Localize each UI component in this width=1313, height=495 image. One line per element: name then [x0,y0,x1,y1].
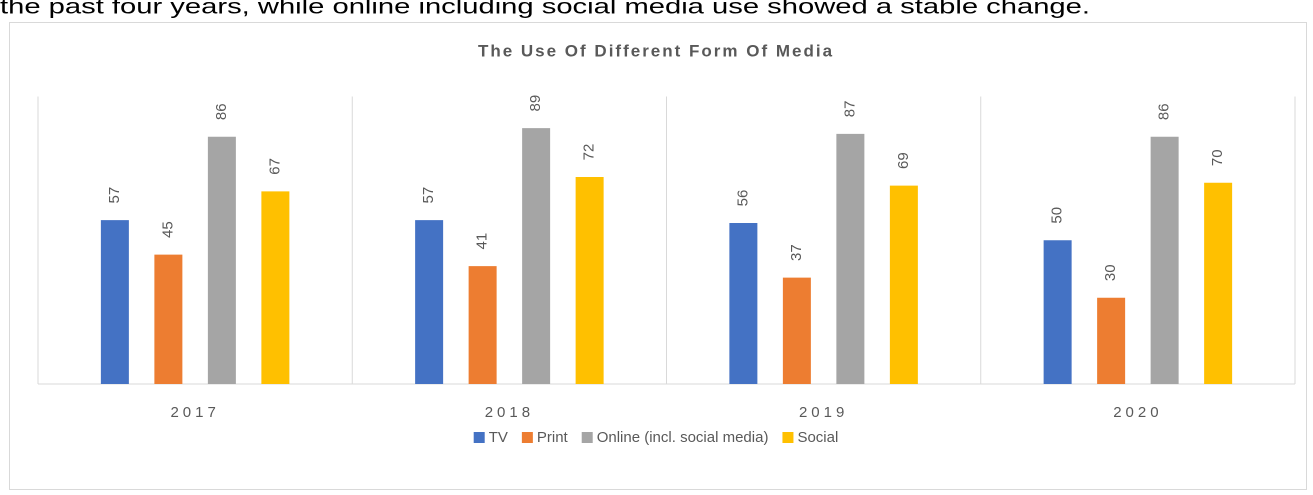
bar [889,185,918,384]
bar [154,254,183,384]
legend-swatch [581,432,593,443]
data-label: 56 [734,190,751,207]
data-label: 30 [1102,264,1119,281]
data-label: 37 [788,244,805,261]
bar [100,220,129,384]
bar [415,220,444,384]
bar [836,133,865,384]
legend-swatch [473,432,485,443]
x-tick-label: 2020 [1113,404,1162,421]
bar [575,177,604,384]
legend-label: Social [797,429,838,446]
data-label: 89 [527,95,544,112]
bar [261,191,290,384]
chart-frame [9,22,1307,490]
data-label: 57 [420,187,437,204]
data-label: 72 [581,144,598,161]
page-text: the past four years, while online includ… [0,0,1090,19]
bar [522,128,551,384]
legend-swatch [521,432,533,443]
data-label: 70 [1209,149,1226,166]
x-tick-label: 2017 [170,404,219,421]
data-label: 87 [841,101,858,118]
data-label: 86 [1156,103,1173,120]
bar [729,223,758,384]
legend-label: Print [537,429,569,446]
bar [468,266,497,384]
bar [207,136,236,384]
data-label: 67 [266,158,283,175]
data-label: 86 [213,103,230,120]
bar [1043,240,1072,384]
data-label: 69 [895,152,912,169]
bar [1150,136,1179,384]
legend-swatch [782,432,794,443]
chart-title: The Use Of Different Form Of Media [478,41,834,60]
data-label: 50 [1049,207,1066,224]
data-label: 57 [106,187,123,204]
x-tick-label: 2018 [485,404,534,421]
bar [1097,297,1126,384]
data-label: 41 [474,233,491,250]
bar [1204,182,1233,384]
x-tick-label: 2019 [799,404,848,421]
data-label: 45 [159,221,176,238]
bar [782,277,811,384]
legend-label: TV [489,429,508,446]
legend-label: Online (incl. social media) [597,429,769,446]
